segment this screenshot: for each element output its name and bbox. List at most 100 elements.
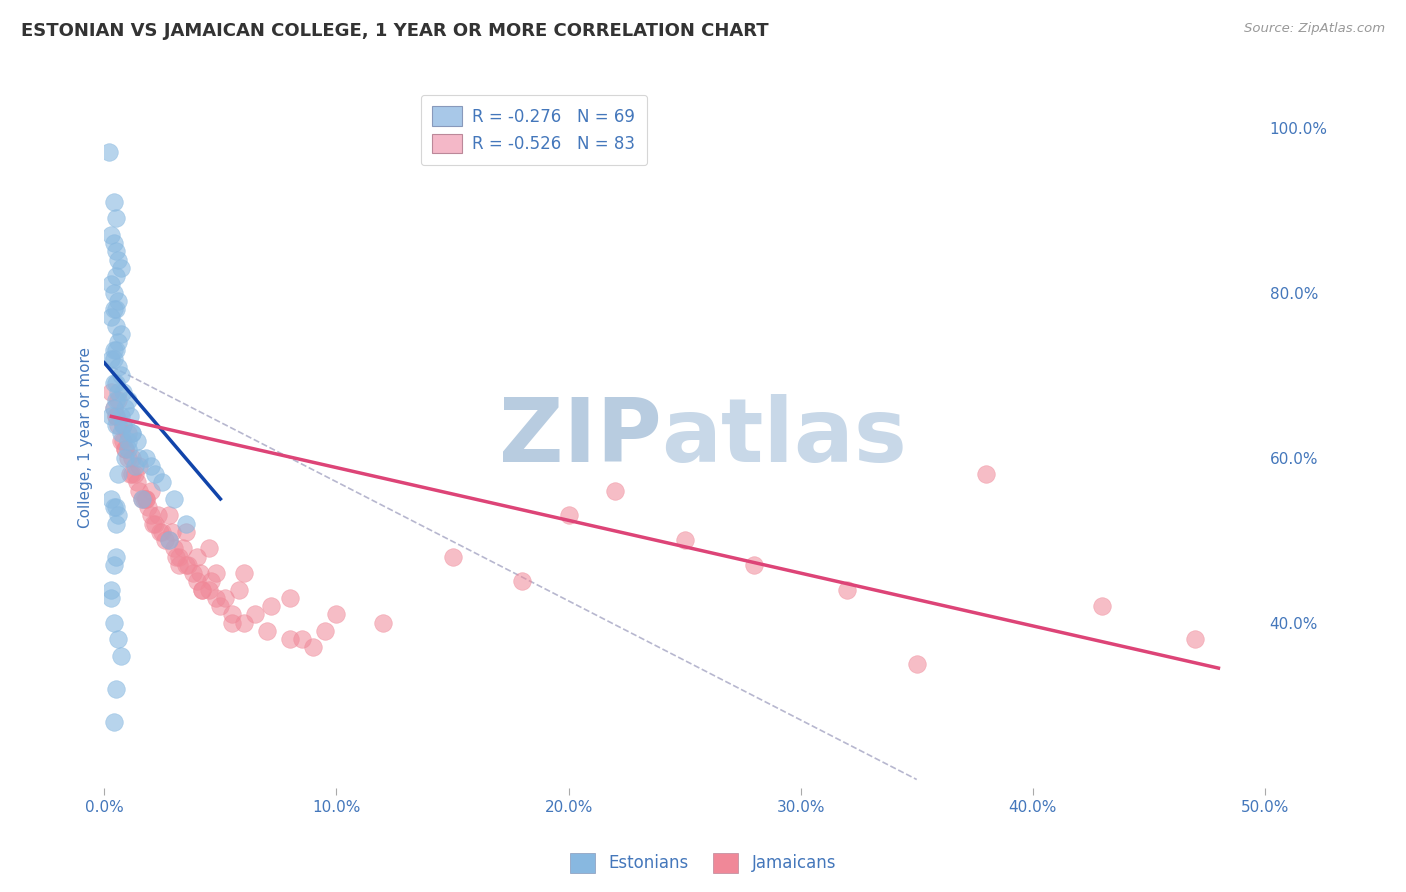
Point	[110, 434, 132, 449]
Point	[111, 434, 134, 449]
Point	[107, 508, 129, 523]
Point	[557, 508, 579, 523]
Point	[976, 467, 998, 482]
Point	[228, 582, 250, 597]
Point	[441, 549, 464, 564]
Point	[214, 591, 236, 605]
Point	[107, 632, 129, 647]
Point	[103, 236, 125, 251]
Point	[138, 500, 160, 515]
Point	[107, 359, 129, 374]
Point	[260, 599, 283, 614]
Point	[110, 260, 132, 275]
Point	[142, 516, 165, 531]
Point	[103, 351, 125, 366]
Legend: R = -0.276   N = 69, R = -0.526   N = 83: R = -0.276 N = 69, R = -0.526 N = 83	[420, 95, 647, 165]
Point	[100, 591, 122, 605]
Point	[191, 582, 214, 597]
Point	[104, 409, 127, 424]
Point	[1091, 599, 1114, 614]
Point	[117, 442, 139, 457]
Point	[163, 541, 186, 556]
Point	[198, 582, 221, 597]
Point	[174, 516, 197, 531]
Point	[200, 574, 222, 589]
Point	[835, 582, 858, 597]
Point	[103, 558, 125, 572]
Point	[204, 591, 226, 605]
Point	[111, 384, 134, 399]
Point	[145, 467, 167, 482]
Point	[209, 599, 232, 614]
Point	[174, 558, 197, 572]
Point	[905, 657, 928, 671]
Point	[118, 409, 141, 424]
Point	[132, 491, 155, 506]
Text: Source: ZipAtlas.com: Source: ZipAtlas.com	[1244, 22, 1385, 36]
Point	[1184, 632, 1206, 647]
Point	[117, 434, 139, 449]
Point	[100, 351, 122, 366]
Point	[107, 417, 129, 432]
Point	[118, 467, 141, 482]
Point	[221, 607, 243, 622]
Point	[198, 541, 221, 556]
Point	[100, 384, 122, 399]
Point	[110, 326, 132, 341]
Text: ESTONIAN VS JAMAICAN COLLEGE, 1 YEAR OR MORE CORRELATION CHART: ESTONIAN VS JAMAICAN COLLEGE, 1 YEAR OR …	[21, 22, 769, 40]
Point	[125, 475, 148, 490]
Point	[603, 483, 626, 498]
Point	[128, 458, 150, 473]
Point	[110, 409, 132, 424]
Point	[673, 533, 696, 548]
Point	[100, 582, 122, 597]
Point	[188, 566, 211, 581]
Point	[104, 392, 127, 407]
Point	[104, 681, 127, 696]
Point	[232, 615, 254, 630]
Point	[128, 450, 150, 465]
Point	[145, 516, 167, 531]
Point	[104, 211, 127, 226]
Point	[110, 368, 132, 383]
Point	[121, 425, 143, 440]
Point	[371, 615, 394, 630]
Point	[104, 302, 127, 317]
Point	[139, 458, 162, 473]
Point	[177, 558, 200, 572]
Point	[245, 607, 267, 622]
Point	[152, 524, 174, 539]
Point	[124, 458, 146, 473]
Point	[107, 293, 129, 308]
Point	[103, 615, 125, 630]
Point	[191, 582, 214, 597]
Point	[103, 302, 125, 317]
Point	[160, 524, 183, 539]
Point	[157, 533, 180, 548]
Point	[114, 442, 136, 457]
Point	[107, 467, 129, 482]
Point	[135, 491, 157, 506]
Point	[153, 533, 176, 548]
Point	[291, 632, 314, 647]
Point	[104, 376, 127, 391]
Point	[104, 409, 127, 424]
Point	[128, 483, 150, 498]
Point	[302, 640, 325, 655]
Point	[103, 285, 125, 300]
Point	[98, 145, 121, 160]
Point	[100, 277, 122, 292]
Point	[104, 244, 127, 259]
Point	[163, 491, 186, 506]
Point	[314, 624, 336, 638]
Point	[325, 607, 347, 622]
Point	[110, 425, 132, 440]
Point	[100, 227, 122, 242]
Legend: Estonians, Jamaicans: Estonians, Jamaicans	[564, 847, 842, 880]
Point	[167, 558, 190, 572]
Point	[114, 450, 136, 465]
Point	[114, 401, 136, 416]
Point	[104, 269, 127, 284]
Point	[104, 318, 127, 333]
Point	[100, 491, 122, 506]
